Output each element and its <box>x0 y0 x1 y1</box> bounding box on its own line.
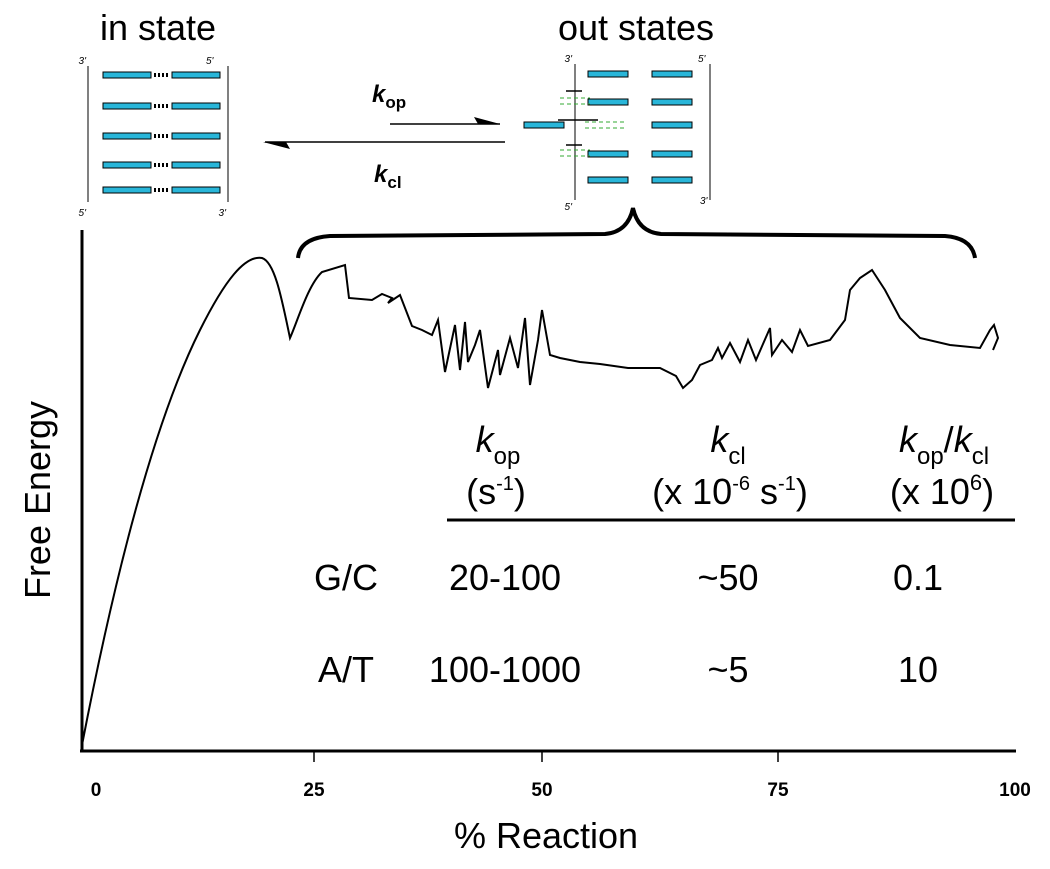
dna-strand <box>102 102 152 110</box>
in-state-title: in state <box>100 7 216 48</box>
header-part: k <box>710 419 730 460</box>
table-cell: 100-1000 <box>429 649 581 690</box>
header-part: -6 <box>732 473 750 495</box>
end-label: 5' <box>698 54 707 65</box>
end-label: 5' <box>79 208 88 219</box>
rate-symbol: k <box>374 161 389 188</box>
header-part: ) <box>982 471 994 512</box>
end-label: 3' <box>219 208 228 219</box>
table-header: (s-1) <box>466 471 526 512</box>
forward-rate: kop <box>372 81 406 112</box>
equilibrium-arrows <box>263 117 505 149</box>
table-cell: ~5 <box>707 649 748 690</box>
end-label: 3' <box>565 54 574 65</box>
x-tick-label: 100 <box>999 780 1031 801</box>
x-tick-marks <box>313 751 779 762</box>
rate-subscript: cl <box>387 173 401 192</box>
table-header: kop <box>476 419 521 470</box>
end-label: 3' <box>79 56 88 67</box>
dna-strand <box>171 161 221 169</box>
dna-strand <box>102 71 152 79</box>
table-header: kcl <box>710 419 745 470</box>
rate-symbol: k <box>372 81 387 108</box>
header-part: (x 10 <box>890 471 970 512</box>
table-cell: A/T <box>318 649 374 690</box>
dna-strand <box>171 71 221 79</box>
header-part: cl <box>972 443 989 470</box>
end-label: 5' <box>206 56 215 67</box>
energy-curve <box>81 256 1000 746</box>
rate-table: kop (s-1) kcl (x 10-6 s-1) kop/kcl (x 10… <box>314 419 1015 690</box>
table-cell: 0.1 <box>893 557 943 598</box>
x-axis-label: % Reaction <box>454 815 638 856</box>
dna-strand <box>102 132 152 140</box>
in-state-schematic: 3' 5' 5' 3' <box>79 56 229 219</box>
end-label: 3' <box>700 196 709 207</box>
header-part: / <box>944 419 954 460</box>
header-part: (s <box>466 471 496 512</box>
header-part: ) <box>514 471 526 512</box>
header-part: -1 <box>496 473 514 495</box>
out-states-title: out states <box>558 7 714 48</box>
header-part: (x 10 <box>652 471 732 512</box>
table-header: (x 10-6 s-1) <box>652 471 808 512</box>
table-header: (x 106) <box>890 470 994 512</box>
end-label: 5' <box>565 202 574 213</box>
header-part: ) <box>796 471 808 512</box>
y-axis-label: Free Energy <box>17 401 58 599</box>
rate-subscript: op <box>385 93 406 112</box>
header-part: -1 <box>778 473 796 495</box>
header-part: op <box>494 443 521 470</box>
header-part: k <box>954 419 974 460</box>
header-part: s <box>750 471 778 512</box>
dna-strand <box>171 102 221 110</box>
out-states-schematic: 3' 5' 5' 3' <box>523 54 711 213</box>
x-tick-label: 25 <box>303 780 325 801</box>
table-cell: 20-100 <box>449 557 561 598</box>
dna-strand <box>171 186 221 194</box>
header-part: 6 <box>970 470 982 495</box>
reverse-rate: kcl <box>374 161 402 192</box>
header-part: op <box>917 443 944 470</box>
dna-strand <box>102 161 152 169</box>
table-cell: ~50 <box>697 557 758 598</box>
header-part: k <box>476 419 496 460</box>
x-tick-label: 75 <box>767 780 789 801</box>
table-cell: 10 <box>898 649 938 690</box>
header-part: cl <box>728 443 745 470</box>
x-tick-label: 0 <box>91 780 102 801</box>
dna-strand <box>102 186 152 194</box>
brace <box>296 207 977 259</box>
header-part: k <box>899 419 919 460</box>
table-cell: G/C <box>314 557 378 598</box>
dna-strand <box>171 132 221 140</box>
x-tick-label: 50 <box>531 780 552 801</box>
table-header: kop/kcl <box>899 419 989 470</box>
